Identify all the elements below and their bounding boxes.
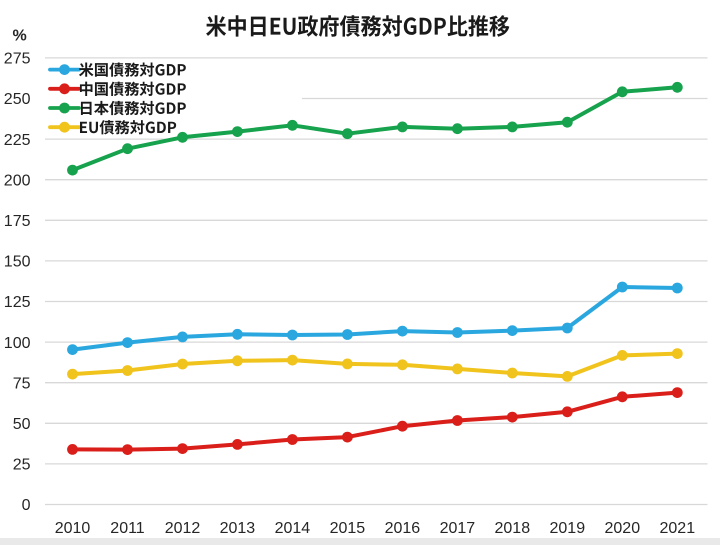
svg-text:2021: 2021 xyxy=(660,520,696,537)
svg-text:2014: 2014 xyxy=(275,520,311,537)
svg-text:175: 175 xyxy=(4,213,31,230)
svg-text:50: 50 xyxy=(13,416,31,433)
svg-text:2019: 2019 xyxy=(550,520,586,537)
svg-text:2015: 2015 xyxy=(330,520,366,537)
svg-text:100: 100 xyxy=(4,335,31,352)
svg-text:2013: 2013 xyxy=(220,520,256,537)
svg-text:125: 125 xyxy=(4,294,31,311)
svg-text:%: % xyxy=(13,27,27,44)
svg-text:225: 225 xyxy=(4,132,31,149)
svg-text:2016: 2016 xyxy=(385,520,421,537)
svg-text:2020: 2020 xyxy=(605,520,641,537)
svg-text:200: 200 xyxy=(4,172,31,189)
svg-text:2017: 2017 xyxy=(440,520,476,537)
svg-text:250: 250 xyxy=(4,91,31,108)
svg-text:2010: 2010 xyxy=(55,520,91,537)
svg-text:0: 0 xyxy=(22,497,31,514)
svg-text:275: 275 xyxy=(4,51,31,68)
svg-text:75: 75 xyxy=(13,375,31,392)
svg-text:25: 25 xyxy=(13,457,31,474)
svg-text:2018: 2018 xyxy=(495,520,531,537)
svg-text:2012: 2012 xyxy=(165,520,201,537)
svg-text:150: 150 xyxy=(4,254,31,271)
svg-text:2011: 2011 xyxy=(110,520,145,537)
